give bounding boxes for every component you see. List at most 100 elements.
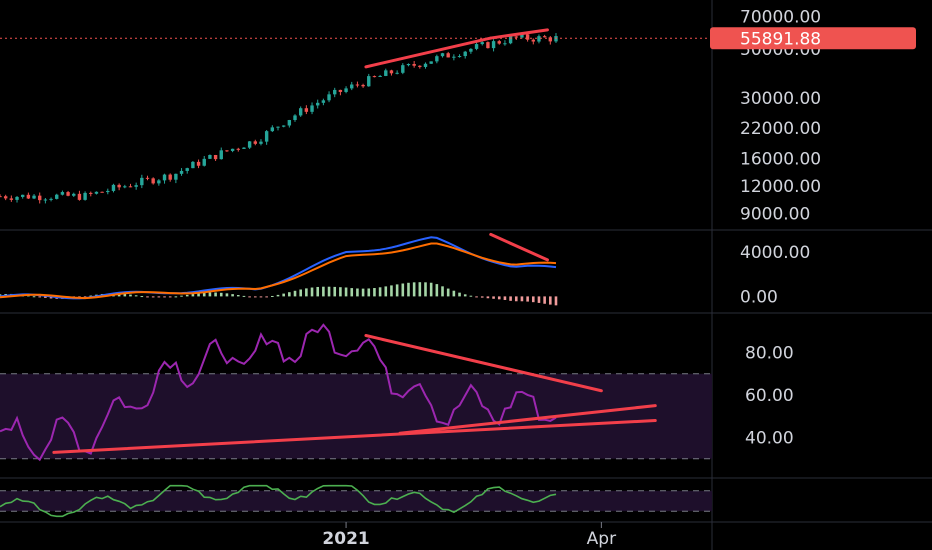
- candle-body: [463, 51, 467, 57]
- candle-body: [253, 141, 257, 144]
- macd-histogram-bar: [191, 294, 195, 297]
- macd-histogram-bar: [395, 284, 399, 297]
- rsi-pane[interactable]: [0, 323, 712, 462]
- candle-body: [145, 177, 150, 179]
- candle-body: [486, 42, 490, 49]
- candle-body: [384, 70, 388, 76]
- candle-body: [401, 65, 405, 73]
- macd-histogram-bar: [146, 296, 149, 298]
- rsi-axis[interactable]: 80.00 60.00 40.00: [745, 344, 794, 449]
- macd-histogram-bar: [452, 290, 456, 297]
- candle-body: [474, 44, 479, 49]
- macd-histogram-bar: [503, 296, 507, 300]
- candle-body: [491, 41, 496, 49]
- macd-histogram-bar: [509, 296, 512, 301]
- candle-body: [497, 41, 501, 44]
- macd-histogram-bar: [276, 294, 280, 297]
- macd-histogram-bar: [339, 287, 342, 297]
- price-trendline: [489, 28, 549, 40]
- candle-body: [469, 48, 473, 52]
- rsi-tick-label: 60.00: [745, 386, 794, 406]
- macd-tick-label: 4000.00: [740, 243, 810, 263]
- macd-pane[interactable]: [0, 232, 558, 306]
- candle-body: [316, 102, 320, 106]
- macd-histogram-bar: [356, 288, 359, 297]
- candle-body: [111, 184, 116, 191]
- candle-body: [264, 131, 269, 142]
- macd-histogram-bar: [373, 288, 376, 297]
- macd-histogram-bar: [327, 286, 331, 297]
- candle-body: [480, 42, 484, 45]
- candle-body: [293, 115, 297, 121]
- macd-axis[interactable]: 4000.00 0.00: [740, 243, 810, 307]
- candle-body: [162, 174, 167, 181]
- price-trendlines[interactable]: [364, 28, 549, 69]
- candle-body: [372, 76, 377, 78]
- macd-histogram-bar: [378, 287, 382, 297]
- candle-body: [514, 36, 518, 38]
- macd-histogram-bar: [463, 294, 467, 297]
- macd-histogram-bar: [253, 296, 257, 298]
- time-axis[interactable]: 2021 Apr: [322, 522, 616, 549]
- price-tick-label: 30000.00: [740, 89, 821, 109]
- macd-histogram-bar: [163, 296, 166, 298]
- macd-histogram-bar: [361, 288, 365, 297]
- rsi-trendlines[interactable]: [52, 334, 657, 454]
- candle-body: [525, 34, 530, 40]
- candle-body: [196, 161, 201, 166]
- candle-body: [548, 37, 553, 42]
- last-price-badge-bg: [710, 27, 916, 50]
- macd-histogram-bar: [259, 296, 263, 298]
- macd-histogram-bar: [367, 288, 371, 297]
- candle-body: [429, 61, 433, 64]
- candle-body: [281, 125, 286, 127]
- macd-histogram-bar: [492, 296, 495, 299]
- macd-histogram-bar: [322, 286, 325, 297]
- candle-body: [350, 84, 354, 89]
- macd-histogram-bar: [469, 295, 473, 297]
- macd-histogram-bar: [225, 293, 229, 297]
- macd-trendlines[interactable]: [489, 232, 549, 262]
- candle-body: [77, 193, 82, 200]
- macd-histogram-bar: [38, 296, 42, 298]
- candle-body: [168, 174, 172, 180]
- macd-histogram-bar: [299, 289, 302, 297]
- candle-body: [287, 120, 292, 126]
- candle-body: [310, 105, 314, 112]
- macd-histogram-bar: [333, 286, 337, 297]
- macd-histogram-bar: [475, 296, 478, 298]
- macd-signal-line: [0, 242, 557, 300]
- candle-body: [327, 94, 331, 101]
- macd-histogram-bar: [157, 296, 161, 298]
- candle-body: [140, 177, 144, 186]
- macd-histogram-bar: [49, 296, 53, 299]
- candle-body: [123, 186, 127, 188]
- price-pane[interactable]: [0, 28, 712, 204]
- candle-body: [32, 195, 36, 199]
- candle-body: [202, 158, 206, 166]
- price-trendline: [364, 36, 493, 69]
- macd-histogram-bar: [384, 286, 388, 297]
- macd-histogram-bar: [344, 287, 348, 297]
- macd-histogram-bar: [89, 295, 93, 297]
- candle-body: [60, 192, 65, 195]
- macd-histogram-bar: [265, 296, 268, 298]
- candle-body: [9, 198, 14, 200]
- candle-body: [446, 53, 450, 58]
- candle-body: [134, 185, 138, 187]
- candle-body: [55, 194, 59, 199]
- candle-body: [26, 194, 31, 199]
- candle-body: [395, 72, 399, 74]
- macd-histogram-bar: [412, 282, 416, 297]
- candle-body: [83, 192, 87, 200]
- candle-body: [452, 56, 456, 58]
- candle-body: [157, 180, 161, 184]
- rsi-trendline: [398, 404, 657, 435]
- macd-histogram-bar: [288, 292, 291, 297]
- stoch-rsi-pane[interactable]: [0, 484, 712, 518]
- time-tick-2021: 2021: [322, 529, 369, 549]
- last-price-label: 55891.88: [740, 29, 821, 49]
- candle-body: [89, 192, 93, 194]
- candlestick-series: [0, 32, 558, 204]
